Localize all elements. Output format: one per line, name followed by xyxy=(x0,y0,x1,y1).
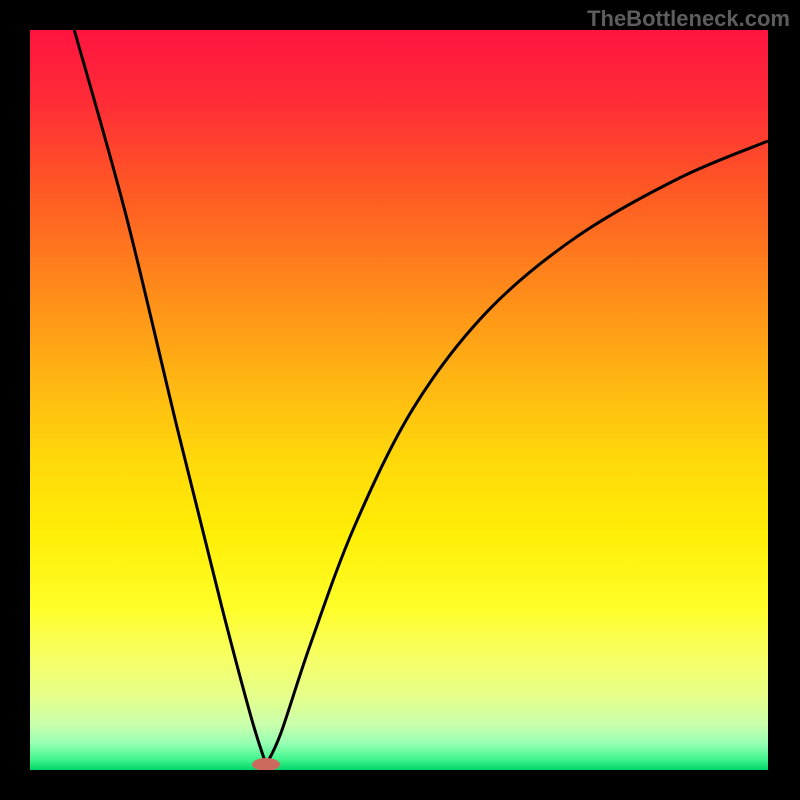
watermark-text: TheBottleneck.com xyxy=(587,6,790,32)
bottleneck-curve xyxy=(30,30,768,770)
chart-plot-area xyxy=(30,30,768,770)
optimal-point-marker xyxy=(252,758,280,770)
